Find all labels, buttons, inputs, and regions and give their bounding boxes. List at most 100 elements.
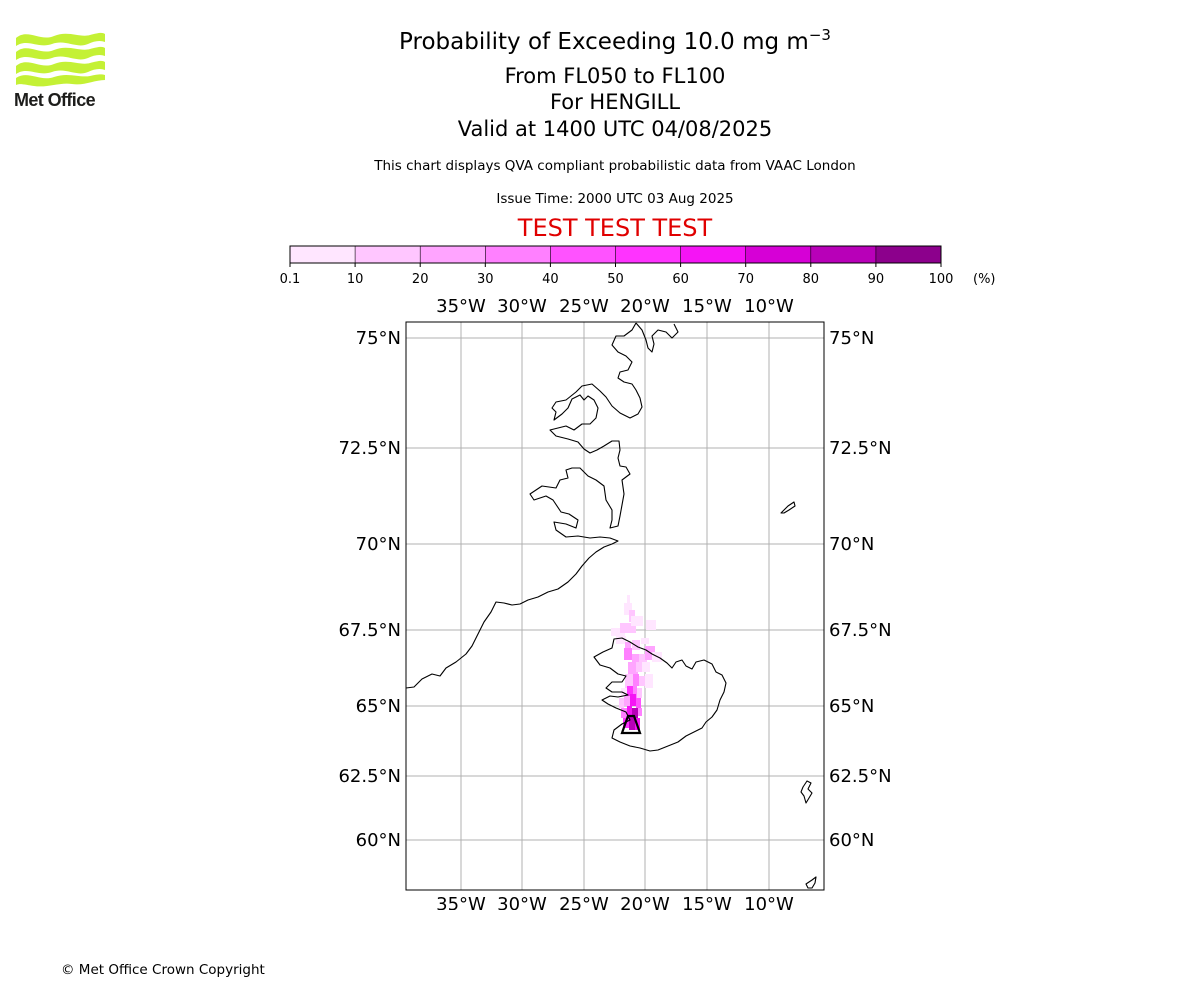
colorbar-tick-label: 40 — [542, 272, 559, 287]
ash-probability-cell — [621, 708, 627, 718]
longitude-label-top: 25°W — [559, 296, 609, 317]
ash-probability-cell — [632, 640, 640, 650]
colorbar-bin — [875, 246, 942, 263]
ash-probability-cell — [633, 686, 637, 698]
colorbar-bin — [550, 246, 616, 263]
ash-probability-cell — [616, 636, 626, 644]
ash-probability-cell — [637, 688, 642, 698]
latitude-label-right: 62.5°N — [829, 766, 892, 787]
volcano-marker — [620, 714, 642, 735]
colorbar-tick-label: 100 — [929, 272, 954, 287]
test-banner: TEST TEST TEST — [517, 214, 713, 242]
logo-text: Met Office — [14, 90, 96, 110]
probability-colorbar: 0.1 10 20 30 40 50 60 70 80 90 100 (%) — [280, 245, 996, 287]
colorbar-tick-label: 80 — [803, 272, 820, 287]
longitude-label-bottom: 25°W — [559, 894, 609, 910]
issue-time: Issue Time: 2000 UTC 03 Aug 2025 — [496, 191, 734, 207]
colorbar-tick-label: 30 — [477, 272, 494, 287]
longitude-label-top: 15°W — [682, 296, 732, 317]
iceland-coastline — [593, 637, 727, 752]
copyright-notice: © Met Office Crown Copyright — [61, 962, 265, 978]
map-frame — [405, 321, 825, 891]
ash-probability-cell — [639, 676, 645, 686]
title-text: Probability of Exceeding 10.0 mg m — [399, 29, 809, 55]
colorbar-bin — [355, 246, 421, 263]
shetland-islands — [805, 876, 817, 889]
ash-probability-cell — [636, 662, 642, 672]
ash-probability-cell — [625, 674, 633, 688]
colorbar-tick-label: 20 — [412, 272, 429, 287]
latitude-label-left: 60°N — [356, 830, 401, 851]
latitude-label-left: 75°N — [356, 328, 401, 349]
latitude-label-left: 70°N — [356, 534, 401, 555]
ash-probability-cell — [629, 716, 635, 730]
map-background — [406, 322, 824, 890]
colorbar-bin — [290, 246, 356, 263]
colorbar-tick-label: 60 — [672, 272, 689, 287]
colorbar-bin — [810, 246, 877, 263]
latitude-label-left: 67.5°N — [338, 620, 401, 641]
latitude-label-left: 62.5°N — [338, 766, 401, 787]
valid-time: Valid at 1400 UTC 04/08/2025 — [457, 117, 773, 141]
map-panel: 35°W 30°W 25°W 20°W 15°W 10°W 35°W 30°W 25°W 20°… — [338, 296, 892, 910]
latitude-label-right: 65°N — [829, 696, 874, 717]
ash-probability-cell — [630, 694, 636, 706]
longitude-label-top: 35°W — [436, 296, 486, 317]
colorbar-tick-label: 90 — [868, 272, 885, 287]
title-exponent: −3 — [808, 26, 831, 44]
chart-title: Probability of Exceeding 10.0 mg m−3 — [0, 26, 1200, 55]
colorbar-bin — [745, 246, 812, 263]
ash-probability-cell — [627, 706, 632, 718]
longitude-label-top: 10°W — [744, 296, 794, 317]
greenland-fjord-detail — [635, 322, 679, 353]
volcano-name: For HENGILL — [549, 90, 681, 114]
ash-probability-cell — [636, 698, 641, 708]
longitude-label-bottom: 20°W — [620, 894, 670, 910]
colorbar-tick-label: 50 — [607, 272, 624, 287]
faroe-islands — [800, 780, 813, 804]
jan-mayen — [780, 501, 796, 514]
longitude-label-top: 30°W — [497, 296, 547, 317]
latitude-label-right: 70°N — [829, 534, 874, 555]
latitude-label-right: 72.5°N — [829, 438, 892, 459]
ash-probability-cell — [632, 708, 638, 718]
ash-probability-cell — [633, 674, 639, 686]
ash-probability-cell — [627, 686, 633, 696]
ash-probability-cell — [638, 708, 642, 716]
latitude-label-left: 65°N — [356, 696, 401, 717]
ash-probability-cell — [620, 623, 636, 633]
ash-probability-cell — [619, 698, 624, 708]
latitude-label-right: 75°N — [829, 328, 874, 349]
longitude-label-bottom: 30°W — [497, 894, 547, 910]
colorbar-bin — [485, 246, 551, 263]
latitude-label-right: 67.5°N — [829, 620, 892, 641]
ash-probability-cell — [624, 696, 630, 706]
colorbar-bin — [420, 246, 486, 263]
ash-probability-cell — [639, 654, 647, 664]
ash-probability-cell — [624, 648, 632, 660]
latitude-label-right: 60°N — [829, 830, 874, 851]
ash-probability-cell — [645, 674, 653, 688]
longitude-label-bottom: 35°W — [436, 894, 486, 910]
ash-probability-cell — [628, 662, 638, 674]
colorbar-tick-label: 0.1 — [280, 272, 301, 287]
colorbar-tick-label: 70 — [737, 272, 754, 287]
longitude-label-bottom: 10°W — [744, 894, 794, 910]
ash-probability-cell — [621, 688, 629, 696]
ash-probability-cell — [631, 616, 643, 626]
ash-probability-cell — [627, 595, 630, 603]
ash-probability-cell — [624, 603, 632, 615]
ash-probability-cell — [642, 662, 650, 672]
colorbar-tick-label: 10 — [347, 272, 364, 287]
met-office-waves-icon — [16, 32, 105, 87]
colorbar-bin — [680, 246, 747, 263]
latitude-label-left: 72.5°N — [338, 438, 401, 459]
longitude-label-top: 20°W — [620, 296, 670, 317]
ash-probability-cell — [646, 620, 656, 630]
ash-probability-cell — [632, 654, 639, 664]
flight-level-range: From FL050 to FL100 — [504, 64, 726, 88]
ash-probability-cell — [611, 628, 625, 636]
ash-probability-cell — [641, 638, 649, 644]
ash-probability-cell — [625, 642, 631, 648]
longitude-label-bottom: 15°W — [682, 894, 732, 910]
